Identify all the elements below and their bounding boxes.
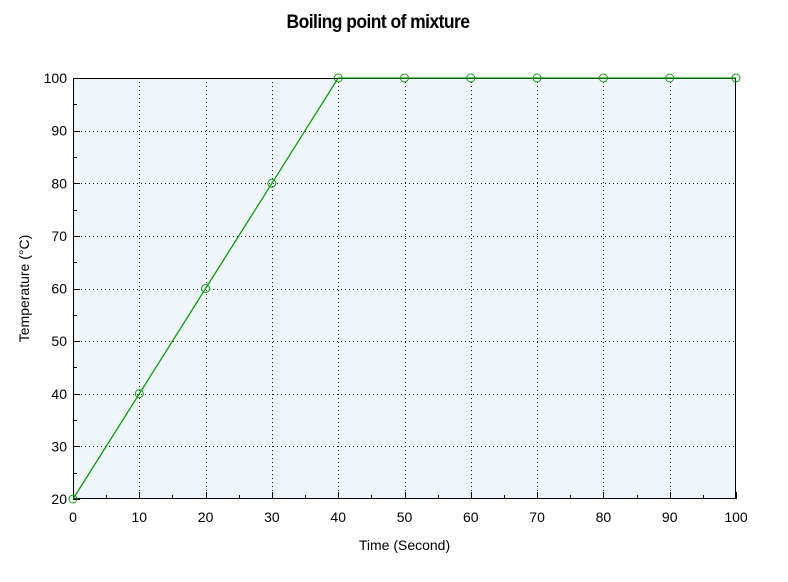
data-point bbox=[532, 73, 542, 83]
data-point bbox=[333, 73, 343, 83]
data-point bbox=[598, 73, 608, 83]
data-point bbox=[466, 73, 476, 83]
grid-lines bbox=[73, 78, 736, 499]
x-tick-label: 90 bbox=[662, 509, 678, 525]
x-tick-label: 20 bbox=[198, 509, 214, 525]
y-tick-label: 30 bbox=[51, 438, 67, 454]
chart-title: Boiling point of mixture bbox=[286, 12, 470, 33]
y-axis-label: Temperature (°C) bbox=[16, 235, 32, 343]
y-tick-label: 40 bbox=[51, 386, 67, 402]
data-point bbox=[267, 178, 277, 188]
x-tick-label: 10 bbox=[132, 509, 148, 525]
tick-labels: 0 10 20 30 40 50 60 70 80 90 100 20 30 40 50 60 70 80 90 10… bbox=[44, 70, 748, 525]
x-tick-label: 50 bbox=[397, 509, 413, 525]
x-tick-label: 80 bbox=[596, 509, 612, 525]
y-tick-label: 70 bbox=[51, 228, 67, 244]
y-tick-label: 60 bbox=[51, 281, 67, 297]
y-tick-label: 80 bbox=[51, 175, 67, 191]
plot-area bbox=[73, 78, 736, 499]
y-tick-label: 50 bbox=[51, 333, 67, 349]
x-tick-label: 40 bbox=[330, 509, 346, 525]
x-axis-label: Time (Second) bbox=[359, 537, 450, 553]
y-tick-label: 100 bbox=[44, 70, 68, 86]
x-tick-label: 100 bbox=[724, 509, 748, 525]
y-tick-label: 90 bbox=[51, 123, 67, 139]
data-point bbox=[134, 389, 144, 399]
data-point bbox=[201, 284, 211, 293]
data-point bbox=[400, 73, 409, 83]
data-point bbox=[731, 73, 741, 83]
series-layer bbox=[68, 73, 741, 504]
x-tick-label: 70 bbox=[529, 509, 545, 525]
x-tick-label: 30 bbox=[264, 509, 280, 525]
data-point bbox=[665, 73, 675, 83]
x-tick-label: 0 bbox=[69, 509, 77, 525]
data-point bbox=[68, 494, 78, 504]
series-line bbox=[72, 77, 736, 500]
y-tick-label: 20 bbox=[51, 491, 67, 507]
x-tick-label: 60 bbox=[463, 509, 479, 525]
